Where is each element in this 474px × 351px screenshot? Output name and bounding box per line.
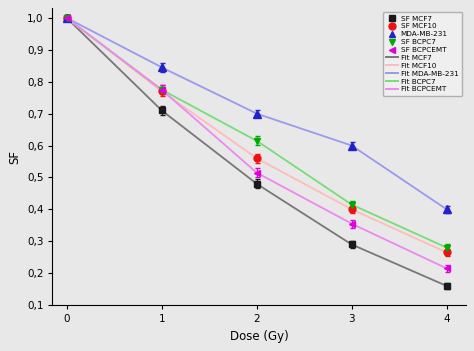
Y-axis label: SF: SF: [9, 150, 21, 164]
Legend: SF MCF7, SF MCF10, MDA-MB-231, SF BCPC7, SF BCPCEMT, Fit MCF7, Fit MCF10, Fit MD: SF MCF7, SF MCF10, MDA-MB-231, SF BCPC7,…: [383, 12, 462, 96]
X-axis label: Dose (Gy): Dose (Gy): [230, 330, 288, 343]
